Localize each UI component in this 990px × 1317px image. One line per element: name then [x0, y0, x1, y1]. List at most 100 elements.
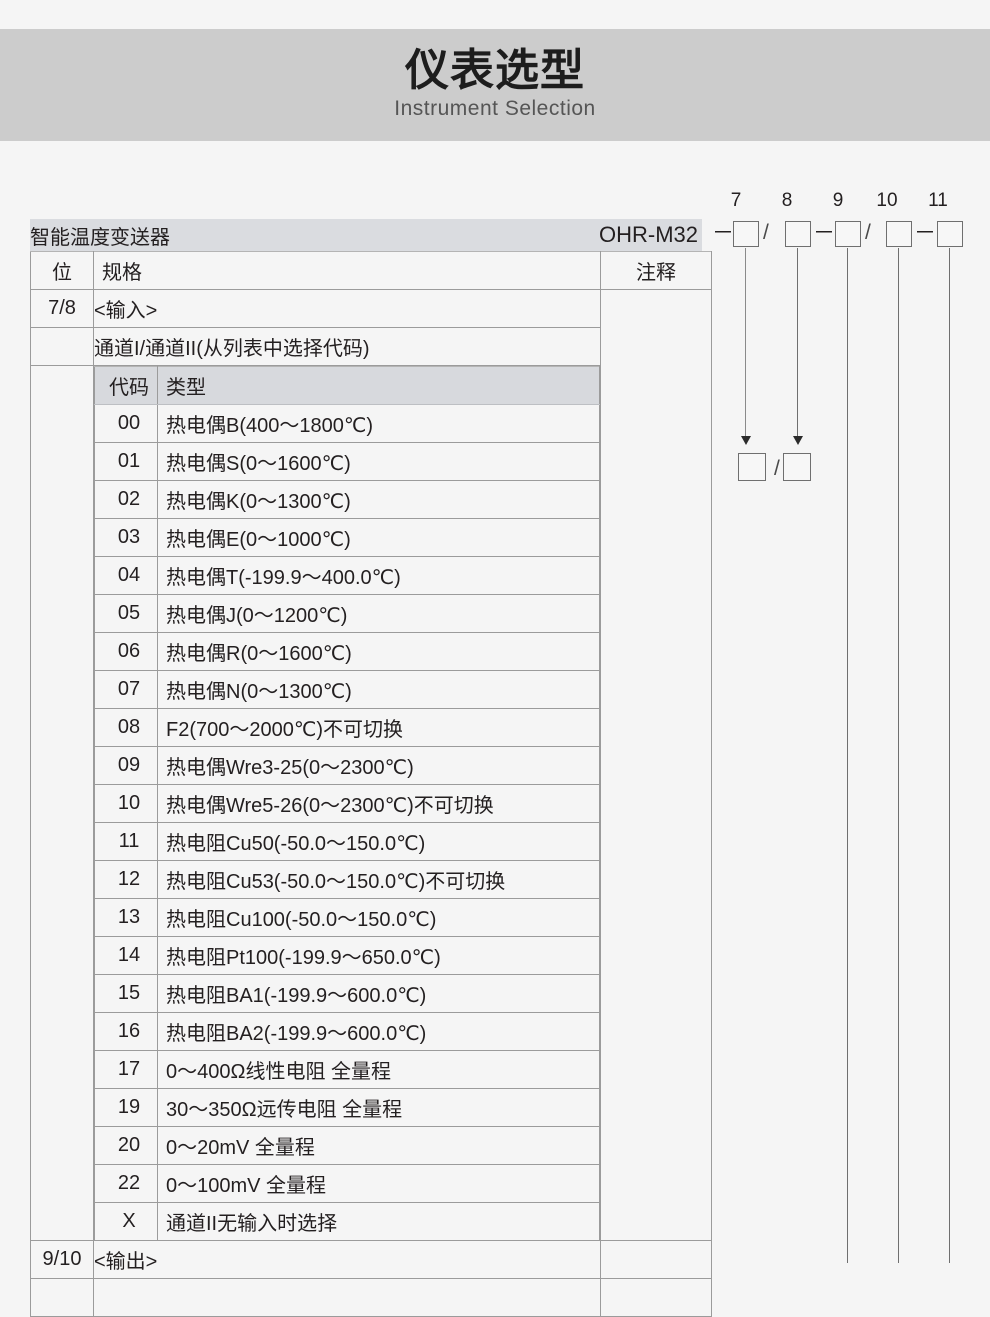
code-list-cell: 代码 类型 00 热电偶B(400～1800℃) 01 热电偶S(0～1600℃) 02… [93, 365, 601, 1241]
code-list-row[interactable]: 09 热电偶Wre3-25(0～2300℃) [94, 746, 600, 785]
code-list-row[interactable]: 13 热电阻Cu100(-50.0～150.0℃) [94, 898, 600, 937]
section-position-9-10: 9/10 [30, 1240, 94, 1279]
code-type-label: 0～400Ω线性电阻 全量程 [157, 1050, 600, 1089]
code-list-row[interactable]: 05 热电偶J(0～1200℃) [94, 594, 600, 633]
code-type-label: F2(700～2000℃)不可切换 [157, 708, 600, 747]
leader-line-7 [745, 248, 746, 436]
table-header-row: 位 规格 注释 [30, 251, 712, 290]
code-list-row[interactable]: 22 0～100mV 全量程 [94, 1164, 600, 1203]
code-list-row[interactable]: 10 热电偶Wre5-26(0～2300℃)不可切换 [94, 784, 600, 823]
code-box-10[interactable] [886, 221, 912, 247]
code-list-row[interactable]: 16 热电阻BA2(-199.9～600.0℃) [94, 1012, 600, 1051]
code-type-label: 热电偶N(0～1300℃) [157, 670, 600, 709]
code-list-row[interactable]: 02 热电偶K(0～1300℃) [94, 480, 600, 519]
code-value: 19 [94, 1088, 158, 1127]
code-position-label-9: 9 [832, 190, 844, 211]
code-value: 15 [94, 974, 158, 1013]
model-code: OHR-M32 [598, 222, 698, 247]
code-value: 12 [94, 860, 158, 899]
leader-line-10 [898, 248, 899, 1263]
code-position-label-11: 11 [928, 190, 948, 211]
code-value: 10 [94, 784, 158, 823]
code-list-row[interactable]: 00 热电偶B(400～1800℃) [94, 404, 600, 443]
table-row: 7/8 <输入> [30, 289, 712, 1241]
code-list-row[interactable]: 20 0～20mV 全量程 [94, 1126, 600, 1165]
leader-line-9 [847, 248, 848, 1263]
header-note: 注释 [600, 251, 712, 290]
code-position-label-10: 10 [876, 190, 898, 211]
code-type-label: 0～20mV 全量程 [157, 1126, 600, 1165]
code-box-8[interactable] [785, 221, 811, 247]
code-list-row[interactable]: X 通道II无输入时选择 [94, 1202, 600, 1240]
code-list-row[interactable]: 01 热电偶S(0～1600℃) [94, 442, 600, 481]
code-list-row[interactable]: 14 热电阻Pt100(-199.9～650.0℃) [94, 936, 600, 975]
code-list-row[interactable]: 19 30～350Ω远传电阻 全量程 [94, 1088, 600, 1127]
code-value: 08 [94, 708, 158, 747]
code-value: 01 [94, 442, 158, 481]
code-position-label-7: 7 [730, 190, 742, 211]
code-list-table: 代码 类型 00 热电偶B(400～1800℃) 01 热电偶S(0～1600℃) 02… [94, 366, 600, 1240]
leader-arrow-8 [793, 436, 803, 445]
code-value: 20 [94, 1126, 158, 1165]
code-box-9[interactable] [835, 221, 861, 247]
selection-table: 位 规格 注释 7/8 <输入> 通道I/通道II(从列表中选择代码) [30, 251, 712, 1317]
code-box-11[interactable] [937, 221, 963, 247]
code-list-row[interactable]: 04 热电偶T(-199.9～400.0℃) [94, 556, 600, 595]
section-subheading-channels: 通道I/通道II(从列表中选择代码) [93, 327, 601, 366]
code-value: 09 [94, 746, 158, 785]
code-list-header-row: 代码 类型 [94, 366, 600, 405]
empty-note-cell [600, 1278, 712, 1317]
code-value: 14 [94, 936, 158, 975]
leader-line-8 [797, 248, 798, 436]
empty-position-cell [30, 1278, 94, 1317]
code-list-row[interactable]: 15 热电阻BA1(-199.9～600.0℃) [94, 974, 600, 1013]
code-type-label: 热电偶J(0～1200℃) [157, 594, 600, 633]
code-value: 06 [94, 632, 158, 671]
section-heading-output: <输出> [93, 1240, 601, 1279]
code-box-7[interactable] [733, 221, 759, 247]
selection-table-block: 智能温度变送器 OHR-M32 位 规格 注释 7/8 <输入> 通道I/通道I… [30, 219, 712, 1317]
banner-title: 仪表选型 [405, 45, 585, 96]
code-list-row[interactable]: 06 热电偶R(0～1600℃) [94, 632, 600, 671]
code-type-label: 热电偶R(0～1600℃) [157, 632, 600, 671]
code-list-header-type: 类型 [157, 366, 600, 405]
code-value: 03 [94, 518, 158, 557]
model-code-diagram: 7 8 9 10 11 － / － / － / [706, 190, 990, 1263]
code-list-row[interactable]: 17 0～400Ω线性电阻 全量程 [94, 1050, 600, 1089]
expanded-code-box-channel-2[interactable] [783, 453, 811, 481]
code-list-row[interactable]: 08 F2(700～2000℃)不可切换 [94, 708, 600, 747]
code-separator-slash-2: / [865, 221, 871, 244]
banner-subtitle: Instrument Selection [394, 97, 596, 120]
code-value: 17 [94, 1050, 158, 1089]
code-value: 05 [94, 594, 158, 633]
header-position: 位 [30, 251, 94, 290]
leader-line-11 [949, 248, 950, 1263]
code-value: 22 [94, 1164, 158, 1203]
code-type-label: 热电偶K(0～1300℃) [157, 480, 600, 519]
code-list-row[interactable]: 11 热电阻Cu50(-50.0～150.0℃) [94, 822, 600, 861]
table-row-codelist: 代码 类型 00 热电偶B(400～1800℃) 01 热电偶S(0～1600℃) 02… [30, 365, 712, 1241]
code-type-label: 热电偶S(0～1600℃) [157, 442, 600, 481]
section-heading-input: <输入> [93, 289, 601, 328]
code-value: X [94, 1202, 158, 1240]
code-separator-dash-1: － [712, 220, 735, 245]
code-type-label: 热电阻Pt100(-199.9～650.0℃) [157, 936, 600, 975]
code-list-row[interactable]: 03 热电偶E(0～1000℃) [94, 518, 600, 557]
empty-spec-cell [93, 1278, 601, 1317]
expanded-code-box-channel-1[interactable] [738, 453, 766, 481]
code-list-header-code: 代码 [94, 366, 158, 405]
page-banner: 仪表选型 Instrument Selection [0, 29, 990, 141]
code-position-label-8: 8 [781, 190, 793, 211]
code-type-label: 30～350Ω远传电阻 全量程 [157, 1088, 600, 1127]
code-separator-slash-1: / [763, 221, 769, 244]
code-type-label: 热电阻BA1(-199.9～600.0℃) [157, 974, 600, 1013]
code-list-row[interactable]: 12 热电阻Cu53(-50.0～150.0℃)不可切换 [94, 860, 600, 899]
code-value: 11 [94, 822, 158, 861]
code-list-row[interactable]: 07 热电偶N(0～1300℃) [94, 670, 600, 709]
product-name: 智能温度变送器 [30, 226, 170, 249]
code-value: 00 [94, 404, 158, 443]
code-type-label: 热电偶E(0～1000℃) [157, 518, 600, 557]
code-type-label: 热电偶Wre3-25(0～2300℃) [157, 746, 600, 785]
code-type-label: 通道II无输入时选择 [157, 1202, 600, 1240]
code-value: 13 [94, 898, 158, 937]
